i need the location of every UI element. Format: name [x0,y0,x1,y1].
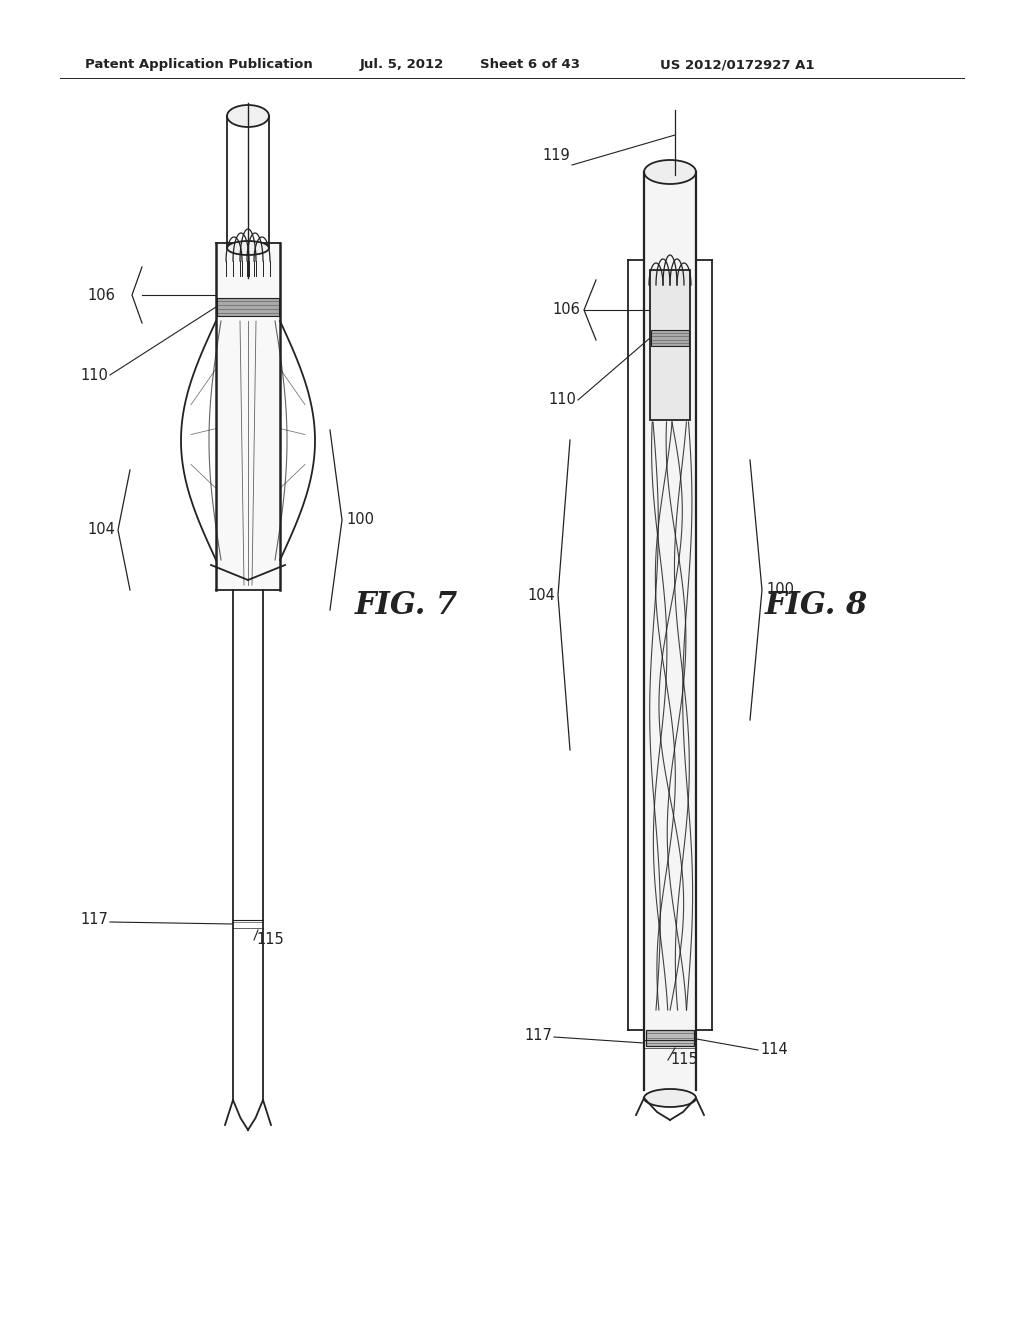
Text: 110: 110 [80,367,108,383]
Text: Jul. 5, 2012: Jul. 5, 2012 [360,58,444,71]
Text: 114: 114 [760,1043,787,1057]
Bar [651,330,689,346]
Bar [645,172,695,1090]
Bar [217,298,279,315]
Ellipse shape [644,160,696,183]
Text: 104: 104 [87,523,115,537]
Text: 100: 100 [346,512,374,528]
Bar [217,244,279,589]
Text: 117: 117 [80,912,108,928]
Text: US 2012/0172927 A1: US 2012/0172927 A1 [660,58,814,71]
Text: 106: 106 [552,302,580,318]
Text: 115: 115 [256,932,284,948]
Ellipse shape [227,242,269,255]
Text: 106: 106 [87,288,115,302]
Bar [646,1030,694,1045]
Text: 104: 104 [527,587,555,602]
Text: 119: 119 [543,148,570,162]
Text: Patent Application Publication: Patent Application Publication [85,58,312,71]
Text: FIG. 7: FIG. 7 [355,590,459,620]
Ellipse shape [644,1089,696,1107]
Text: 115: 115 [670,1052,697,1068]
Ellipse shape [227,106,269,127]
Text: 117: 117 [524,1027,552,1043]
Bar [650,271,690,420]
Text: Sheet 6 of 43: Sheet 6 of 43 [480,58,580,71]
Text: FIG. 8: FIG. 8 [765,590,868,620]
Text: 110: 110 [548,392,575,408]
Text: 100: 100 [766,582,794,598]
